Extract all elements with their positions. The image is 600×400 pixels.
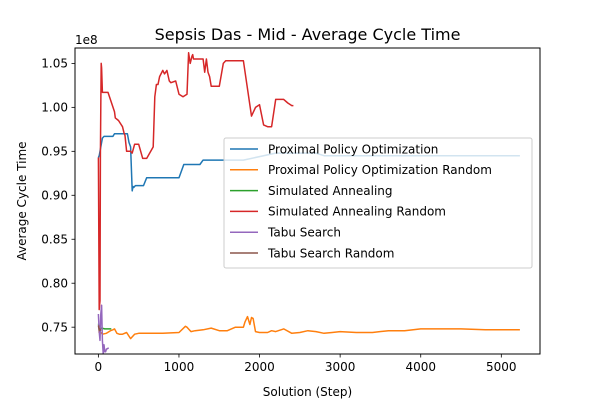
x-tick-label: 4000 xyxy=(405,360,436,374)
plot-frame xyxy=(74,47,541,355)
x-tick-label: 3000 xyxy=(325,360,356,374)
series-line-3 xyxy=(97,52,294,311)
series-line-1 xyxy=(98,315,520,340)
series-line-5 xyxy=(97,325,102,332)
legend: Proximal Policy Optimization Proximal Pol… xyxy=(223,137,533,269)
legend-label: Simulated Annealing Random xyxy=(268,205,446,219)
x-tick-label: 0 xyxy=(95,360,103,374)
x-tick-label: 2000 xyxy=(244,360,275,374)
legend-box xyxy=(223,137,533,269)
legend-label: Tabu Search xyxy=(267,226,341,240)
y-tick-label: 0.90 xyxy=(41,189,68,203)
ticks-layer: 0 1000 2000 3000 4000 5000 0.75 0.80 0.85 0.90 0.9… xyxy=(41,57,516,374)
y-tick-label: 0.95 xyxy=(41,145,68,159)
legend-label: Proximal Policy Optimization Random xyxy=(268,163,492,177)
y-tick-label: 1.00 xyxy=(41,101,68,115)
y-tick-label: 1.05 xyxy=(41,57,68,71)
legend-label: Tabu Search Random xyxy=(267,246,394,260)
y-tick-label: 0.80 xyxy=(41,277,68,291)
legend-label: Proximal Policy Optimization xyxy=(268,142,438,156)
y-offset-label: 1e8 xyxy=(75,33,98,47)
x-tick-label: 5000 xyxy=(486,360,517,374)
legend-label: Simulated Annealing xyxy=(268,184,393,198)
y-tick-label: 0.75 xyxy=(41,320,68,334)
x-axis-label: Solution (Step) xyxy=(263,385,352,399)
y-tick-label: 0.85 xyxy=(41,233,68,247)
x-tick-label: 1000 xyxy=(164,360,195,374)
chart-title: Sepsis Das - Mid - Average Cycle Time xyxy=(155,25,461,44)
y-axis-label: Average Cycle Time xyxy=(15,141,29,260)
